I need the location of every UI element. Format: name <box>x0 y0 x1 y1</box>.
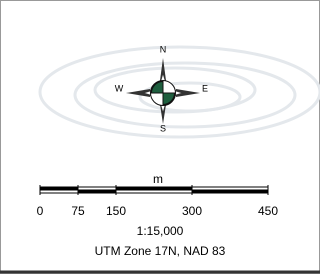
compass-east: E <box>202 83 208 93</box>
scale-tick-label: 0 <box>37 204 44 218</box>
compass-west: W <box>115 83 124 93</box>
scale-unit: m <box>153 172 163 186</box>
map-legend: N S W E m 0 75 150 300 450 1:15,000 UTM Zone… <box>0 0 320 275</box>
compass-north: N <box>160 44 167 54</box>
scale-segment <box>40 190 78 193</box>
scale-tick-label: 300 <box>182 204 202 218</box>
scale-tick-label: 450 <box>258 204 278 218</box>
scale-segment <box>78 190 116 193</box>
scale-tick-label: 150 <box>106 204 126 218</box>
scale-ratio: 1:15,000 <box>137 224 184 238</box>
projection: UTM Zone 17N, NAD 83 <box>95 244 226 258</box>
scale-tick-label: 75 <box>71 204 85 218</box>
scale-segment <box>192 190 268 193</box>
compass-south: S <box>160 123 166 133</box>
scale-segment <box>116 190 192 193</box>
